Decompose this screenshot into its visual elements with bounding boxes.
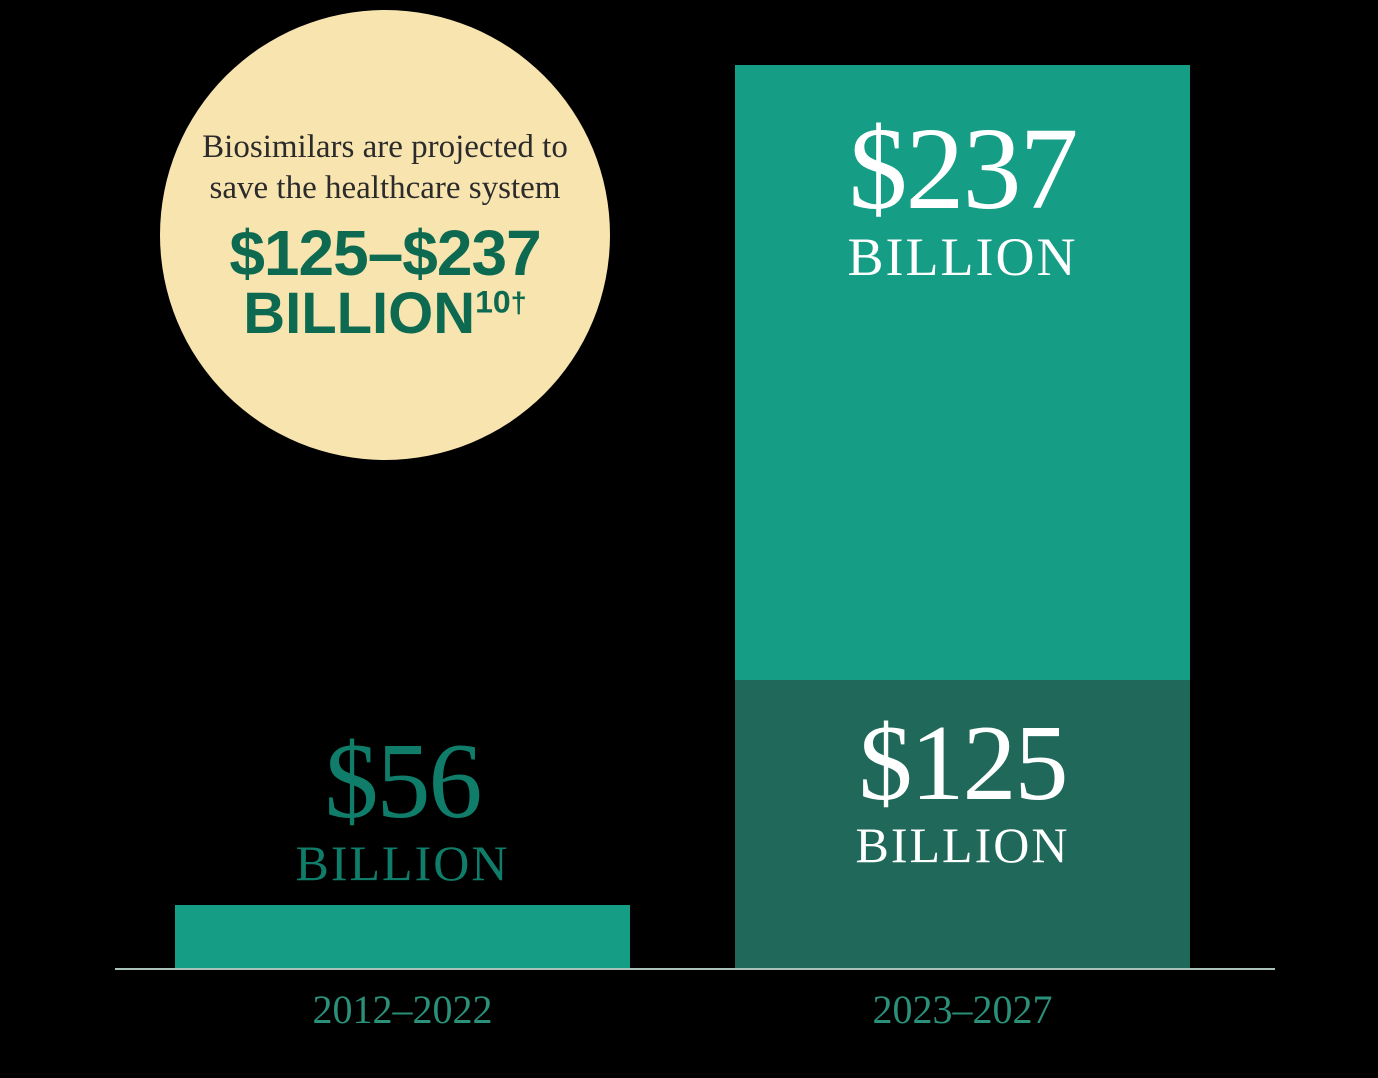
bar2-lower-value: $125: [735, 710, 1190, 818]
bar1-value-label: $56 BILLION: [175, 728, 630, 888]
bar2-upper-value: $237: [735, 110, 1190, 228]
bar1-value: $56: [175, 728, 630, 836]
xlabel-2012-2022: 2012–2022: [175, 986, 630, 1033]
xlabel-2023-2027: 2023–2027: [735, 986, 1190, 1033]
bar-2023-2027-upper: $237 BILLION: [735, 65, 1190, 680]
bar1-unit: BILLION: [175, 838, 630, 888]
bar2-lower-unit: BILLION: [735, 820, 1190, 870]
callout-unit-text: BILLION: [243, 281, 475, 346]
bar-2012-2022: $56 BILLION: [175, 905, 630, 968]
bar2-upper-value-label: $237 BILLION: [735, 110, 1190, 284]
bar2-lower-value-label: $125 BILLION: [735, 710, 1190, 870]
bar-2023-2027-lower: $125 BILLION: [735, 680, 1190, 968]
savings-bar-chart: Biosimilars are projected to save the he…: [115, 50, 1275, 1030]
callout-amount: $125–$237: [229, 221, 540, 285]
callout-circle: Biosimilars are projected to save the he…: [160, 10, 610, 460]
callout-superscript: 10: [475, 284, 510, 320]
bar2-upper-unit: BILLION: [735, 230, 1190, 284]
callout-dagger: †: [511, 288, 527, 320]
callout-unit: BILLION10†: [243, 285, 527, 343]
chart-baseline: [115, 968, 1275, 970]
callout-intro-text: Biosimilars are projected to save the he…: [200, 127, 570, 210]
